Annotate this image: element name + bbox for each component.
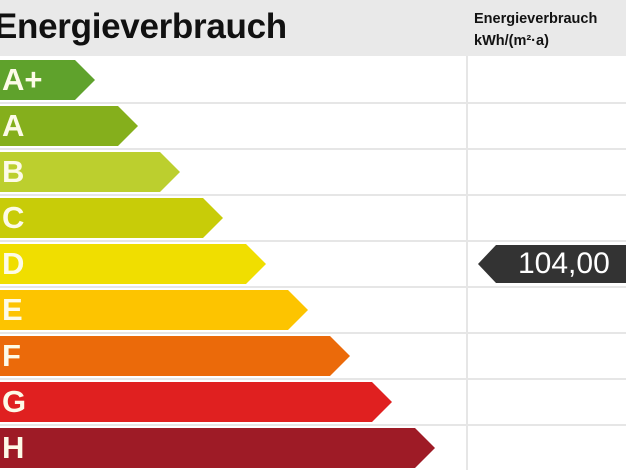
bar-body [0,106,118,146]
band-label: A [2,108,25,143]
scale-row: H [0,426,626,470]
value-marker-arrow-icon [478,245,496,283]
bar-body [0,152,160,192]
bar-body [0,60,75,100]
bar-tip [330,336,350,376]
bar-body [0,428,415,468]
bar-tip [372,382,392,422]
header-band [0,0,626,56]
page-title: Energieverbrauch [0,7,287,46]
bar-tip [246,244,266,284]
band-label: A+ [2,62,43,97]
column-divider [466,56,468,470]
bar-tip [118,106,138,146]
bar-tip [75,60,95,100]
band-label: D [2,246,25,281]
scale-row: D [0,242,626,288]
bar-tip [415,428,435,468]
band-label: G [2,384,27,419]
bar-tip [160,152,180,192]
unit-header-line1: Energieverbrauch [474,11,598,27]
band-label: B [2,154,25,189]
bar-body [0,198,203,238]
band-label: F [2,338,21,373]
unit-header-line2: kWh/(m²·a) [474,33,549,49]
bar-tip [288,290,308,330]
scale-grid: A+ A B C D E F G H 104,00 [0,56,626,470]
scale-row: B [0,150,626,196]
bar-body [0,244,246,284]
value-marker-body [496,245,626,283]
bar-body [0,336,330,376]
value-marker-text: 104,00 [518,247,610,280]
scale-row: G [0,380,626,426]
scale-row: A [0,104,626,150]
bar-body [0,382,372,422]
scale-row: F [0,334,626,380]
band-label: C [2,200,25,235]
bar-body [0,290,288,330]
scale-row: C [0,196,626,242]
scale-row: A+ [0,58,626,104]
band-label: E [2,292,23,327]
band-label: H [2,430,25,465]
bar-tip [203,198,223,238]
value-marker-badge: 104,00 [478,245,626,283]
scale-row: E [0,288,626,334]
